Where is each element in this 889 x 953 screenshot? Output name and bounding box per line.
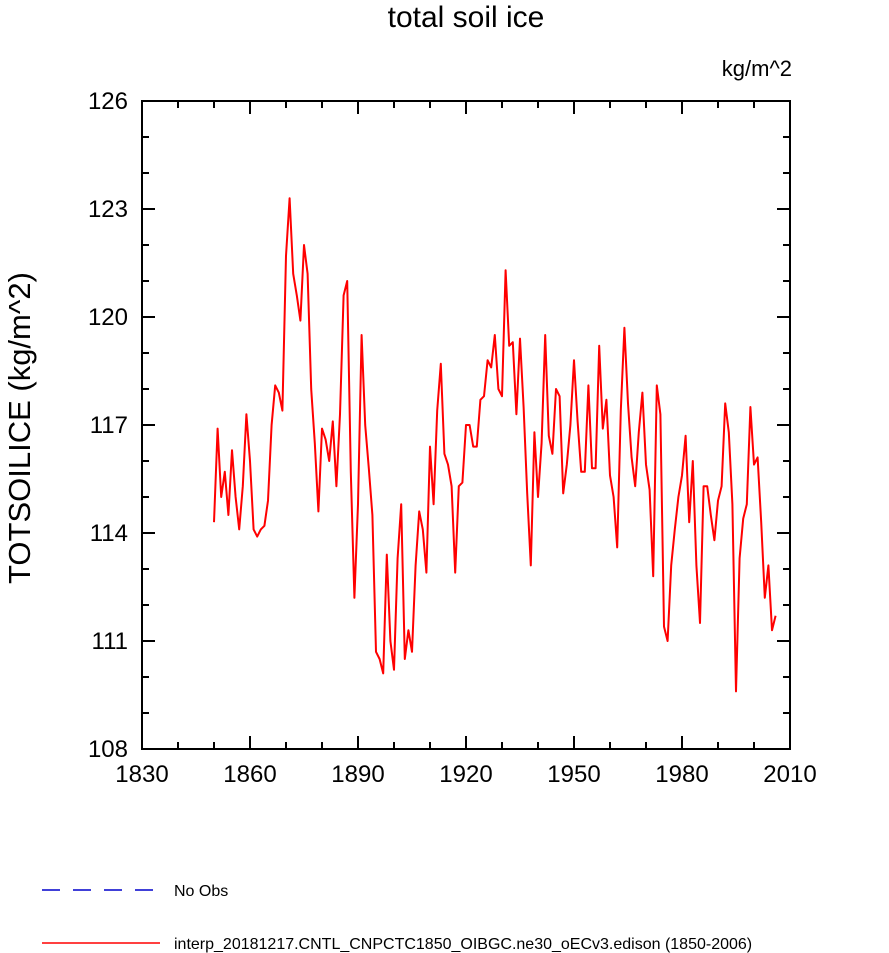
y-axis-label: TOTSOILICE (kg/m^2)	[2, 272, 37, 584]
x-tick-label: 2010	[763, 761, 816, 788]
chart-title: total soil ice	[388, 1, 545, 34]
y-tick-label: 126	[88, 88, 128, 115]
legend-label: interp_20181217.CNTL_CNPCTC1850_OIBGC.ne…	[174, 936, 752, 953]
y-tick-label: 108	[88, 736, 128, 763]
x-tick-label: 1920	[439, 761, 492, 788]
legend-label: No Obs	[174, 883, 228, 900]
y-tick-label: 120	[88, 304, 128, 331]
legend: No Obs interp_20181217.CNTL_CNPCTC1850_OI…	[42, 883, 752, 953]
y-tick-label: 114	[90, 520, 128, 547]
y-tick-label: 117	[90, 412, 128, 439]
series-line	[213, 197, 777, 693]
x-tick-label: 1980	[655, 761, 708, 788]
units-label: kg/m^2	[722, 56, 792, 81]
x-tick-label: 1830	[115, 761, 168, 788]
x-tick-label: 1890	[331, 761, 384, 788]
axis-ticks	[141, 100, 791, 750]
y-tick-label: 123	[88, 196, 128, 223]
x-tick-label: 1950	[547, 761, 600, 788]
series-layer	[213, 197, 777, 693]
x-tick-label: 1860	[223, 761, 276, 788]
y-tick-label: 111	[92, 628, 128, 655]
axis-tick-labels: 1830 1860 1890 1920 1950 1980 2010 108 111 114 117…	[88, 88, 817, 788]
